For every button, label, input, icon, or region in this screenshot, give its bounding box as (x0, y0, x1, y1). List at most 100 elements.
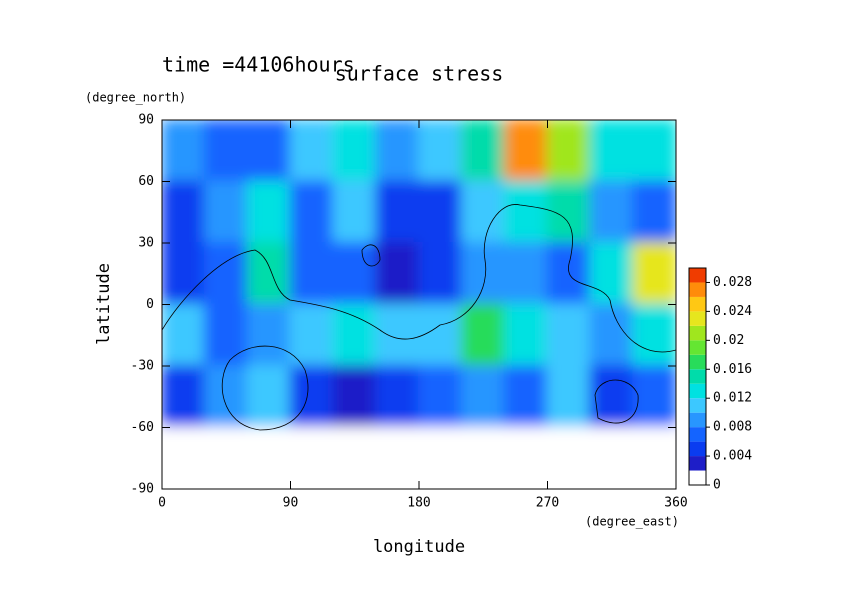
field-cell (418, 180, 463, 244)
field-cell (418, 426, 463, 489)
field-cell (589, 426, 635, 489)
field-cell (289, 180, 335, 244)
field-cell (503, 120, 549, 183)
y-axis-label: latitude (94, 263, 114, 345)
field-cell (546, 242, 592, 306)
field-cell (589, 180, 635, 244)
field-cell (375, 365, 420, 429)
field-cell (418, 303, 463, 367)
field-cell (246, 180, 292, 244)
field-cell (203, 365, 249, 429)
field-cell (203, 303, 249, 367)
field-cell (632, 242, 676, 306)
field-cell (546, 426, 592, 489)
y-tick-label: 0 (146, 297, 154, 312)
field-cell (546, 303, 592, 367)
y-tick-label: -90 (131, 482, 154, 497)
colorbar-swatch (689, 296, 706, 312)
field-cell (632, 303, 676, 367)
colorbar: 0 0.004 0.008 0.012 0.016 0.02 0.024 0.028 (688, 267, 752, 493)
x-tick-label: 270 (536, 496, 559, 511)
colorbar-swatch (689, 325, 706, 341)
x-unit: (degree_east) (585, 515, 679, 529)
field-cell (460, 426, 506, 489)
field-cell (503, 242, 549, 306)
field (162, 120, 676, 489)
colorbar-swatch (689, 340, 706, 355)
field-cell (289, 120, 335, 183)
field-cell (332, 242, 378, 306)
y-tick-label: 30 (138, 236, 154, 251)
field-cell (418, 120, 463, 183)
y-tick-label: 60 (138, 174, 154, 189)
field-cell (632, 180, 676, 244)
field-cell (289, 426, 335, 489)
field-cell (375, 426, 420, 489)
field-cell (203, 242, 249, 306)
colorbar-swatch (689, 427, 706, 442)
field-cell (332, 303, 378, 367)
y-tick-label: -30 (131, 359, 154, 374)
colorbar-swatch (689, 268, 706, 283)
x-tick-label: 360 (664, 496, 687, 511)
field-cell (503, 365, 549, 429)
field-cell (332, 120, 378, 183)
field-cell (589, 242, 635, 306)
field-cell (503, 303, 549, 367)
field-cell (375, 120, 420, 183)
field-cell (375, 242, 420, 306)
field-cell (246, 426, 292, 489)
field-cell (460, 303, 506, 367)
field-cell (162, 180, 206, 244)
field-cell (460, 365, 506, 429)
colorbar-tick-label: 0.024 (713, 304, 752, 319)
field-cell (546, 180, 592, 244)
colorbar-tick-label: 0.028 (713, 275, 752, 290)
colorbar-swatch (689, 354, 706, 370)
field-cell (246, 365, 292, 429)
y-tick-label: 90 (138, 113, 154, 128)
field-cell (162, 365, 206, 429)
colorbar-swatch (689, 456, 706, 471)
field-cell (632, 426, 676, 489)
colorbar-swatch (689, 282, 706, 297)
field-cell (203, 426, 249, 489)
field-cell (162, 426, 206, 489)
y-tick-label: -60 (131, 420, 154, 435)
field-cell (162, 120, 206, 183)
colorbar-swatch (689, 383, 706, 399)
x-tick-label: 0 (158, 496, 166, 511)
colorbar-swatch (689, 398, 706, 413)
colorbar-swatch (689, 441, 706, 457)
field-cell (162, 303, 206, 367)
field-cell (246, 120, 292, 183)
field-cell (332, 180, 378, 244)
x-tick-label: 180 (407, 496, 430, 511)
field-cell (632, 120, 676, 183)
field-cell (589, 120, 635, 183)
field-cell (332, 365, 378, 429)
field-cell (589, 365, 635, 429)
field-cell (162, 242, 206, 306)
field-cell (246, 242, 292, 306)
colorbar-swatch (689, 311, 706, 326)
coastline (162, 204, 676, 431)
field-cell (375, 303, 420, 367)
field-cell (375, 180, 420, 244)
x-tick-label: 90 (283, 496, 299, 511)
field-cell (418, 365, 463, 429)
field-cell (418, 242, 463, 306)
field-cell (289, 242, 335, 306)
y-unit: (degree_north) (85, 91, 186, 105)
field-cell (546, 120, 592, 183)
field-cell (289, 365, 335, 429)
field-cell (589, 303, 635, 367)
field-cell (503, 180, 549, 244)
x-axis-label: longitude (373, 537, 465, 557)
colorbar-frame (688, 267, 707, 486)
field-cell (246, 303, 292, 367)
colorbar-tick-label: 0.016 (713, 362, 752, 377)
field-cell (203, 120, 249, 183)
